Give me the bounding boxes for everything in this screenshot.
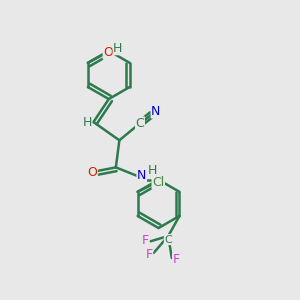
Text: O: O [87,166,97,179]
Text: H: H [82,116,92,128]
Text: N: N [151,105,160,118]
Text: C: C [136,117,144,130]
Text: F: F [142,234,149,247]
Text: F: F [146,248,153,261]
Text: O: O [103,46,113,59]
Text: H: H [113,42,123,55]
Text: C: C [164,235,172,244]
Text: F: F [172,253,180,266]
Text: Cl: Cl [152,176,164,189]
Text: H: H [148,164,157,177]
Text: N: N [137,169,146,182]
